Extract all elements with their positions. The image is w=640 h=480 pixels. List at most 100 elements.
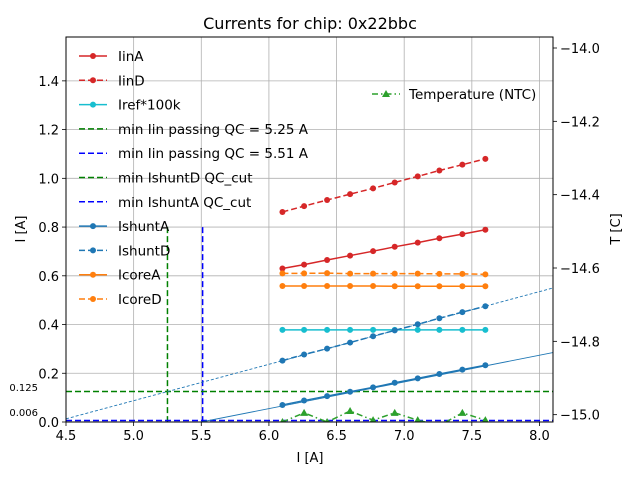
legend-item-ishuntd-marker	[90, 247, 96, 254]
series-point-iind	[459, 161, 466, 168]
y2-tick-label: −15.0	[560, 409, 600, 424]
series-point-temperature	[414, 416, 422, 422]
axes: 4.5 5.0 5.5 6.0 6.5 7.0 7.5 8.0 0.0 0.2 0.4 0.6 0.8 1…	[9, 36, 600, 444]
series-point-iina	[347, 252, 354, 259]
series-point-icorea	[279, 283, 286, 290]
series-point-iind	[414, 173, 421, 180]
series-point-ishunta	[370, 384, 377, 391]
series-point-iind	[391, 179, 398, 186]
legend-item-temperature-ntc-marker	[382, 90, 390, 97]
legend-item-min-ishuntd-qc-cut-label: min IshuntD QC_cut	[118, 171, 253, 187]
series-point-iina	[482, 226, 489, 233]
series-point-iina	[279, 265, 286, 272]
y2-axis-label: T [C]	[609, 213, 624, 245]
series-point-ishuntd	[482, 303, 489, 310]
x-tick-label: 6.0	[259, 429, 280, 444]
y-tick-label: 0.8	[38, 221, 59, 236]
series-point-ishuntd	[414, 321, 421, 328]
legend-item-temperature-ntc-label: Temperature (NTC)	[408, 87, 536, 103]
x-tick-label: 8.0	[529, 429, 550, 444]
series-point-iref-100k	[482, 326, 489, 333]
y2-tick-label: −14.2	[560, 115, 600, 130]
y-tick-label: 0.6	[38, 270, 59, 285]
annotation-ishuntd-cut: 0.125	[9, 383, 38, 394]
series-point-temperature	[482, 416, 489, 422]
legend-item-icorea-marker	[90, 271, 96, 278]
x-tick-label: 6.5	[326, 429, 347, 444]
series-point-icorea	[391, 283, 398, 290]
y-tick-label: 0.2	[38, 367, 59, 382]
y-tick-label: 0.4	[38, 319, 59, 334]
plot-area	[66, 155, 553, 422]
legend-item-iref-100k-label: Iref*100k	[118, 98, 181, 114]
legend-item-iind-label: IinD	[118, 73, 145, 89]
legend: IinA IinD Iref*100k min Iin passing QC = 5.…	[79, 49, 309, 308]
legend-item-min-iin-passing-qc-5-25-a-label: min Iin passing QC = 5.25 A	[118, 122, 309, 138]
x-axis-label: I [A]	[296, 451, 323, 466]
series-point-iind	[301, 203, 308, 210]
series-point-ishunta	[324, 393, 331, 400]
series-point-icorea	[414, 283, 421, 290]
series-point-ishunta	[459, 366, 466, 373]
series-point-icored	[347, 270, 354, 277]
y-tick-label: 1.4	[38, 75, 59, 90]
series-point-temperature	[300, 408, 309, 416]
x-tick-label: 5.0	[123, 429, 144, 444]
legend-item-icored-marker	[90, 296, 96, 302]
legend-item-ishuntd-label: IshuntD	[118, 243, 170, 259]
series-point-ishunta	[436, 370, 443, 377]
series-point-icored	[324, 270, 331, 277]
series-point-ishunta	[279, 401, 286, 408]
series-line-iind	[282, 158, 486, 213]
series-point-iina	[370, 248, 377, 255]
series-point-ishuntd	[301, 351, 308, 358]
series-point-ishunta	[301, 397, 308, 404]
axes-frame	[65, 36, 554, 423]
series-point-icorea	[301, 283, 308, 290]
series-point-icorea	[482, 283, 489, 290]
series-point-iref-100k	[459, 326, 466, 333]
series-point-iref-100k	[347, 326, 354, 333]
series-point-temperature	[369, 416, 377, 422]
series-point-iref-100k	[301, 326, 308, 333]
series-point-icored	[370, 270, 377, 277]
series-point-iind	[482, 155, 489, 162]
y-tick-label: 0.0	[38, 416, 59, 431]
series-point-icorea	[370, 283, 377, 290]
x-tick-label: 7.5	[461, 429, 482, 444]
series-point-ishunta	[347, 388, 354, 395]
series-point-ishunta	[391, 379, 398, 386]
series-point-iina	[459, 231, 466, 238]
legend-item-ishunta-label: IshuntA	[118, 219, 170, 235]
series-point-iina	[414, 239, 421, 246]
series-point-icorea	[347, 283, 354, 290]
series-point-ishunta	[414, 375, 421, 382]
series-point-icored	[436, 270, 443, 277]
series-point-temperature	[346, 407, 355, 414]
series-point-icored	[391, 270, 398, 277]
series-point-icored	[279, 270, 286, 277]
series-point-iind	[324, 197, 331, 204]
y2-tick-label: −14.8	[560, 335, 600, 350]
series-point-iref-100k	[279, 326, 286, 333]
legend-item-iina-marker	[90, 53, 96, 59]
series-point-ishuntd	[370, 333, 377, 340]
y2-tick-label: −14.6	[560, 262, 600, 277]
x-tick-label: 7.0	[394, 429, 415, 444]
series-line-icored	[282, 272, 486, 276]
series-point-iina	[391, 243, 398, 250]
series-line-temperature	[282, 410, 486, 422]
chart-title: Currents for chip: 0x22bbc	[203, 14, 417, 33]
series-point-ishuntd	[459, 309, 466, 316]
series-point-iina	[324, 256, 331, 263]
series-point-iina	[301, 261, 308, 268]
series-point-icored	[301, 270, 308, 277]
series-point-ishunta	[482, 362, 489, 369]
series-line-ishunta	[282, 364, 486, 406]
series-point-iref-100k	[324, 326, 331, 333]
series-point-temperature	[324, 418, 330, 422]
series-point-ishuntd	[279, 357, 286, 364]
series-point-icorea	[324, 283, 331, 290]
series-point-iref-100k	[414, 326, 421, 333]
series-line-ishuntd	[282, 305, 486, 362]
